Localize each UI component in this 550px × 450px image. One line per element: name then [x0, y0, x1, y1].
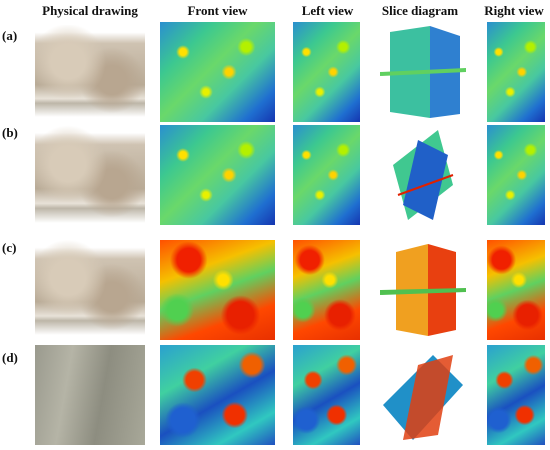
column-header: Front view	[187, 3, 248, 18]
row-label: (d)	[2, 350, 18, 365]
front-view	[160, 240, 275, 340]
column-header: Slice diagram	[381, 3, 459, 18]
front-view	[160, 22, 275, 122]
photo	[35, 25, 145, 117]
photo	[35, 345, 145, 445]
right-view	[487, 240, 545, 340]
left-view	[293, 345, 360, 445]
right-view	[487, 345, 545, 445]
left-view	[293, 22, 360, 122]
front-view	[160, 125, 275, 225]
row-label: (b)	[2, 125, 18, 140]
column-header: Right view	[484, 3, 544, 18]
column-header: Left view	[301, 3, 354, 18]
right-view	[487, 22, 545, 122]
photo	[35, 125, 145, 223]
right-view	[487, 125, 545, 225]
row-label: (c)	[2, 240, 17, 255]
slice-diagram	[393, 130, 454, 220]
slice-diagram	[380, 26, 466, 118]
front-view	[160, 345, 275, 445]
photo	[35, 240, 145, 335]
slice-diagram	[380, 244, 466, 336]
left-view	[293, 240, 360, 340]
left-view	[293, 125, 360, 225]
row-label: (a)	[2, 28, 18, 43]
column-header: Physical drawing	[42, 3, 138, 18]
slice-diagram	[383, 355, 463, 440]
